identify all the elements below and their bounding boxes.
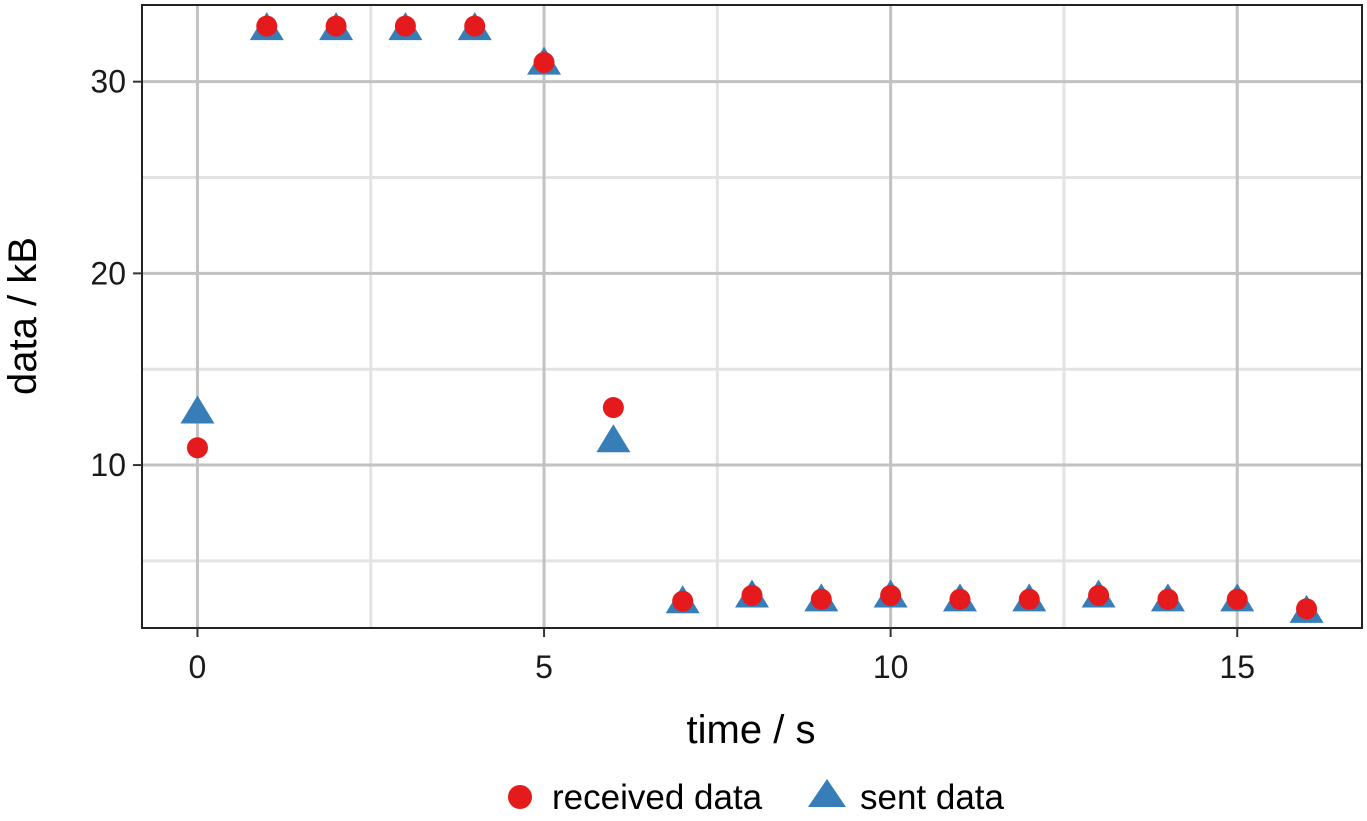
legend-sent-triangle-icon bbox=[808, 779, 846, 807]
received-data-point bbox=[325, 15, 347, 37]
received-data-point bbox=[672, 590, 694, 612]
y-tick-label: 10 bbox=[90, 447, 126, 483]
plot-panel-border bbox=[141, 4, 1363, 629]
y-tick-label: 30 bbox=[90, 64, 126, 100]
sent-data-point bbox=[180, 395, 215, 424]
received-data-point bbox=[810, 588, 832, 610]
received-data-point bbox=[533, 52, 555, 74]
axis-ticks: 0 5 10 15 10 20 30 bbox=[90, 64, 1255, 685]
legend-label-sent: sent data bbox=[860, 778, 1005, 817]
sent-data-point bbox=[596, 424, 631, 453]
x-tick-label: 10 bbox=[873, 649, 909, 685]
legend-label-received: received data bbox=[552, 778, 763, 817]
y-tick-label: 20 bbox=[90, 255, 126, 291]
received-data-point bbox=[880, 584, 902, 606]
received-data-point bbox=[949, 588, 971, 610]
received-data-point bbox=[256, 15, 278, 37]
received-data-point bbox=[1157, 588, 1179, 610]
y-axis-title: data / kB bbox=[1, 237, 45, 395]
received-data-point bbox=[1296, 598, 1318, 620]
x-tick-label: 5 bbox=[535, 649, 553, 685]
received-data-point bbox=[394, 15, 416, 37]
data-points bbox=[180, 12, 1324, 623]
x-tick-label: 15 bbox=[1219, 649, 1255, 685]
legend: received data sent data bbox=[508, 778, 1005, 817]
grid-lines bbox=[142, 5, 1362, 628]
legend-received-circle-icon bbox=[508, 785, 532, 809]
x-tick-label: 0 bbox=[189, 649, 207, 685]
received-data-point bbox=[1088, 584, 1110, 606]
received-data-point bbox=[741, 584, 763, 606]
received-data-point bbox=[1018, 588, 1040, 610]
received-data-point bbox=[1226, 588, 1248, 610]
x-axis-title: time / s bbox=[687, 708, 816, 752]
received-data-point bbox=[186, 437, 208, 459]
received-data-point bbox=[602, 397, 624, 419]
received-data-point bbox=[464, 15, 486, 37]
